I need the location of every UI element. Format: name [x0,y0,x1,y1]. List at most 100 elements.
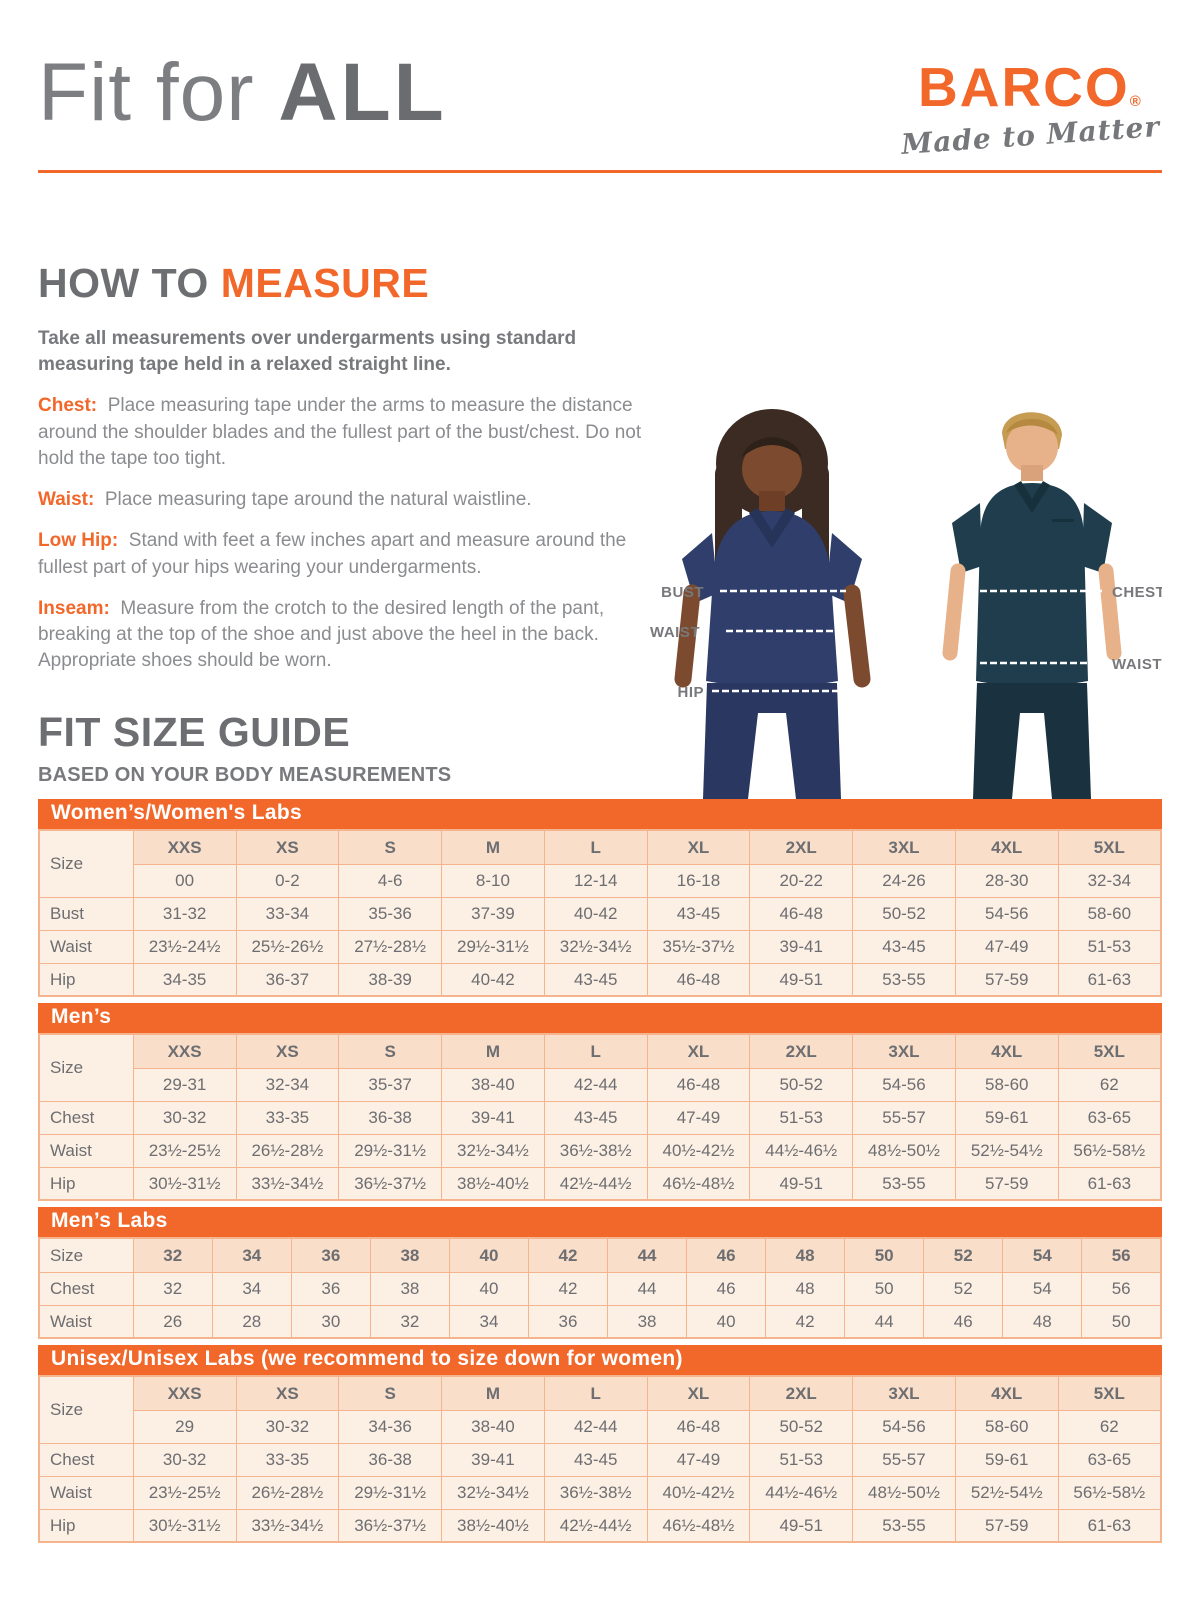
size-guide-tables: Women’s/Women's Labs Size XXS XS S M L XL 2XL 3XL… [38,799,1162,1544]
size-header-cell: 3XL [852,829,956,865]
measurement-cell: 57-59 [954,1166,1059,1201]
size-range-cell: 62 [1057,1067,1162,1102]
row-label: Waist [38,1475,134,1510]
measurement-cell: 38 [607,1304,688,1339]
size-range-cell: 24-26 [852,863,956,898]
measurement-cell: 44 [844,1304,925,1339]
measurement-cell: 49-51 [749,962,854,997]
size-header-cell: 54 [1002,1237,1083,1273]
measurement-cell: 46 [686,1271,767,1306]
measurement-cell: 35½-37½ [646,929,751,964]
table-row: Waist 23½-25½ 26½-28½ 29½-31½ 32½-34½ 36½-38½… [38,1475,1162,1510]
measurement-cell: 61-63 [1057,962,1162,997]
size-table: Men’s Labs Size 32 34 36 38 40 42 44 46 48 50 52 54 56… [38,1207,1162,1340]
size-header-cell: 50 [844,1237,925,1273]
registered-trademark-icon: ® [1129,93,1143,110]
measurement-cell: 30½-31½ [132,1508,237,1543]
fit-size-guide-heading-block: FIT SIZE GUIDE BASED ON YOUR BODY MEASUR… [38,674,1162,787]
size-range-cell: 62 [1057,1409,1162,1444]
measurement-cell: 59-61 [954,1100,1059,1135]
measurement-cell: 37-39 [441,896,545,931]
measurement-lines [712,589,1102,693]
measurement-cell: 26½-28½ [235,1475,340,1510]
measurement-cell: 39-41 [749,929,854,964]
size-range-cell: 28-30 [954,863,1059,898]
measurement-cell: 34-35 [132,962,237,997]
measurement-cell: 38½-40½ [441,1166,545,1201]
size-range-cell: 54-56 [852,1067,956,1102]
table-title-bar: Women’s/Women's Labs [38,799,1162,830]
how-to-measure-title-orange: MEASURE [220,260,430,306]
page-title-light: Fit for [38,47,255,138]
size-header-cell: L [543,1033,648,1069]
row-label: Size [38,1033,134,1102]
waist-left-label: WAIST [650,624,700,641]
size-header-cell: 5XL [1057,1033,1162,1069]
measurement-cell: 43-45 [543,1442,648,1477]
size-table-grid: Size XXS XS S M L XL 2XL 3XL 4XL 5XL 29 30-32 34-36 38… [38,1375,1162,1544]
measurement-cell: 40½-42½ [646,1133,751,1168]
measurement-cell: 23½-25½ [132,1475,237,1510]
size-range-cell: 42-44 [543,1409,648,1444]
size-header-cell: S [338,1033,443,1069]
measurement-cell: 63-65 [1057,1442,1162,1477]
size-range-cell: 32-34 [1057,863,1162,898]
size-header-cell: 2XL [749,1375,854,1411]
measurement-cell: 56 [1081,1271,1162,1306]
size-range-cell: 35-37 [338,1067,443,1102]
measurement-cell: 33-35 [235,1100,340,1135]
measurement-cell: 40-42 [441,962,545,997]
measurement-cell: 55-57 [852,1442,956,1477]
row-label: Chest [38,1100,134,1135]
size-header-cell: 34 [211,1237,292,1273]
size-range-cell: 38-40 [441,1067,545,1102]
measure-item-waist-label: Waist: [38,489,95,511]
size-header-cell: 32 [132,1237,213,1273]
size-table-grid: Size XXS XS S M L XL 2XL 3XL 4XL 5XL 29-31 32-34 35-3… [38,1033,1162,1202]
size-range-cell: 32-34 [235,1067,340,1102]
size-header-cell: 5XL [1057,1375,1162,1411]
measurement-cell: 30½-31½ [132,1166,237,1201]
measure-section: HOW TO MEASURE Take all measurements ove… [38,173,1165,799]
size-range-cell: 0-2 [235,863,340,898]
measurement-cell: 42 [765,1304,846,1339]
size-header-cell: XXS [132,829,237,865]
measure-item-inseam: Inseam: Measure from the crotch to the d… [38,596,653,675]
size-range-cell: 54-56 [852,1409,956,1444]
measurement-cell: 50-52 [852,896,956,931]
measurement-cell: 33-34 [235,896,340,931]
row-label: Hip [38,1166,134,1201]
measurement-cell: 43-45 [852,929,956,964]
measurement-cell: 29½-31½ [441,929,545,964]
table-title-bar: Men’s Labs [38,1207,1162,1238]
measurement-models-photo: BUST WAIST HIP CHEST WAIST [600,381,1165,799]
measurement-cell: 47-49 [954,929,1059,964]
size-header-row: Size 32 34 36 38 40 42 44 46 48 50 52 54 56 [38,1237,1162,1273]
measurement-cell: 25½-26½ [235,929,340,964]
size-range-cell: 50-52 [749,1409,854,1444]
size-header-cell: 52 [923,1237,1004,1273]
measurement-cell: 47-49 [646,1442,751,1477]
measure-item-chest-label: Chest: [38,395,98,417]
measure-intro: Take all measurements over undergarments… [38,328,577,376]
page-title: Fit for ALL [38,52,447,134]
measurement-cell: 29½-31½ [338,1133,443,1168]
measurement-cell: 51-53 [1057,929,1162,964]
measurement-cell: 30 [290,1304,371,1339]
measurement-cell: 33½-34½ [235,1508,340,1543]
measurement-cell: 42 [527,1271,609,1306]
size-header-cell: XL [646,1375,751,1411]
waist-right-label: WAIST [1112,656,1162,673]
size-header-cell: M [441,829,545,865]
size-header-cell: 36 [290,1237,371,1273]
measure-item-lowhip: Low Hip: Stand with feet a few inches ap… [38,528,653,580]
measurement-cell: 53-55 [852,1166,956,1201]
table-row: Chest 30-32 33-35 36-38 39-41 43-45 47-49 51-53… [38,1100,1162,1135]
measurement-cell: 54 [1002,1271,1083,1306]
measurement-cell: 35-36 [338,896,443,931]
measurement-cell: 32½-34½ [441,1133,545,1168]
size-header-cell: 38 [369,1237,450,1273]
measurement-cell: 46 [923,1304,1004,1339]
size-range-cell: 29 [132,1409,237,1444]
size-header-cell: L [543,1375,648,1411]
